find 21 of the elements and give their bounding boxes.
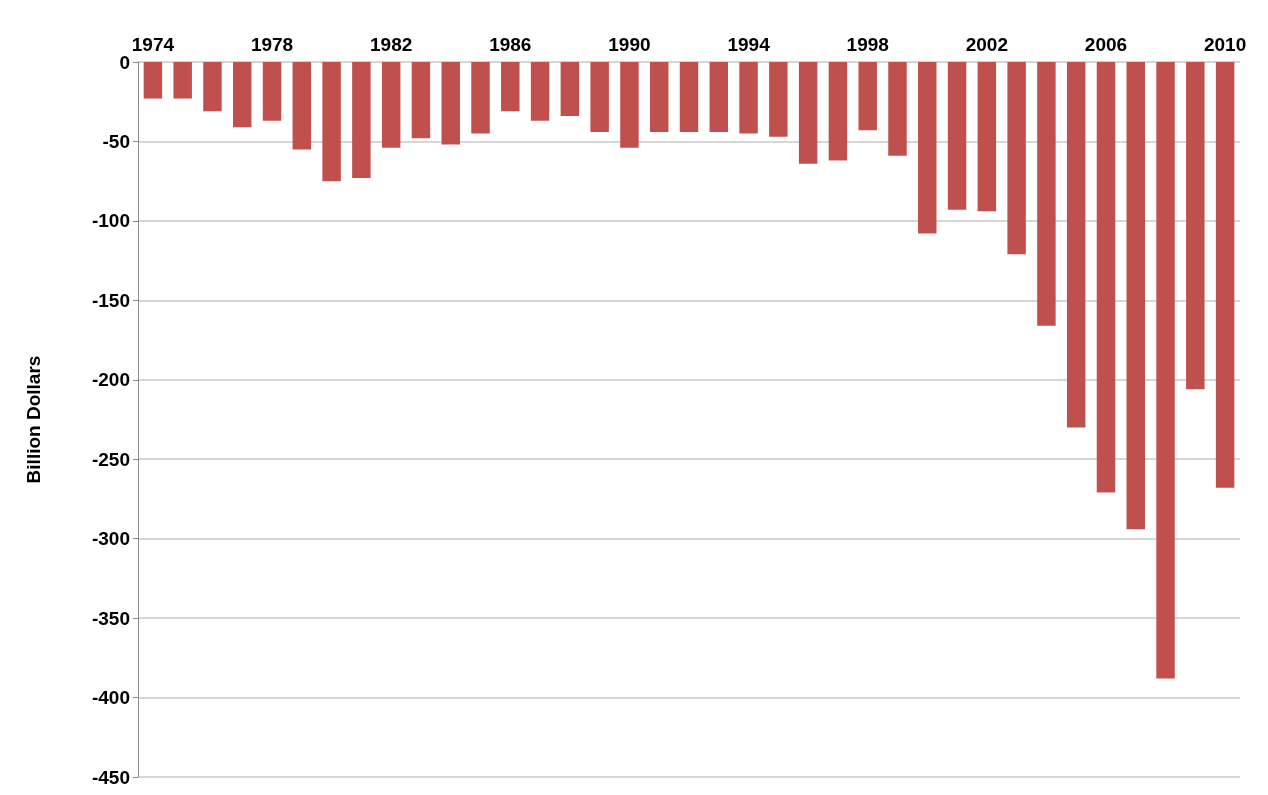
y-tick-label: -400: [91, 687, 130, 709]
x-tick-label: 2002: [965, 34, 1008, 55]
x-tick-label: 1978: [250, 34, 294, 55]
x-tick-label: 2006: [1084, 34, 1128, 55]
x-tick-label: 1974: [131, 34, 175, 55]
y-tick-label: -150: [91, 289, 130, 311]
x-tick-label: 1982: [370, 34, 413, 55]
y-tick-label: -100: [91, 210, 130, 232]
x-tick-label: 1986: [489, 34, 532, 55]
y-tick-label: -450: [91, 766, 130, 788]
y-tick-label: -350: [91, 607, 130, 629]
x-tick-label: 2010: [1203, 34, 1247, 55]
y-axis-title: Billion Dollars: [23, 355, 44, 484]
x-tick-label: 1990: [608, 34, 651, 55]
y-tick-label: 0: [119, 51, 130, 73]
y-tick-label: -300: [91, 528, 130, 550]
x-tick-label: 1994: [727, 34, 771, 55]
x-tick-label: 1998: [846, 34, 889, 55]
y-tick-label: -250: [91, 448, 130, 470]
y-tick-label: -50: [102, 130, 130, 152]
y-tick-label: -200: [91, 369, 130, 391]
